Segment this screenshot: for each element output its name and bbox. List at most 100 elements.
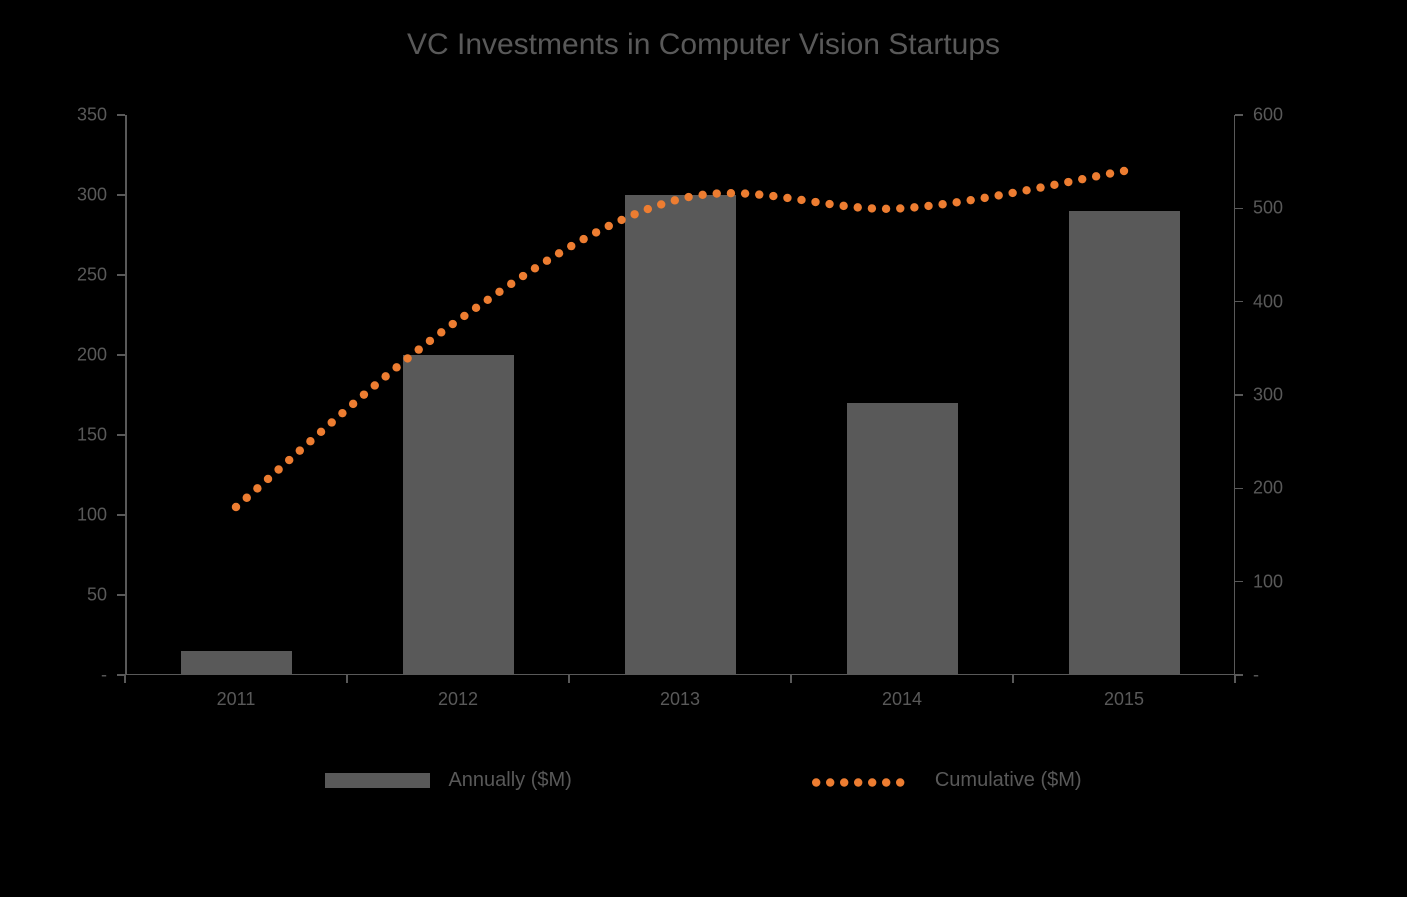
legend-label-bar: Annually ($M) (448, 769, 571, 792)
bar (847, 403, 958, 675)
x-axis-tick (1012, 675, 1014, 683)
trend-dot (437, 328, 445, 336)
right-axis-tick (1235, 394, 1243, 396)
right-axis-tick (1235, 208, 1243, 210)
trend-dot (371, 381, 379, 389)
right-axis-label: 400 (1253, 291, 1373, 312)
trend-dot (882, 205, 890, 213)
trend-dot (1008, 189, 1016, 197)
trend-dot (592, 228, 600, 236)
left-axis-tick (117, 114, 125, 116)
left-axis-label: 50 (27, 585, 107, 606)
legend-item-bar: Annually ($M) (325, 769, 571, 792)
legend-swatch-line (812, 773, 917, 788)
trend-dot (783, 194, 791, 202)
trend-dot (360, 390, 368, 398)
trend-dot (415, 345, 423, 353)
left-axis-tick (117, 274, 125, 276)
legend-label-line: Cumulative ($M) (935, 769, 1082, 792)
trend-dot (769, 192, 777, 200)
bar (1069, 211, 1180, 675)
left-axis-label: - (27, 665, 107, 686)
trend-dot (484, 296, 492, 304)
legend-swatch-bar (325, 773, 430, 788)
right-axis-label: 300 (1253, 385, 1373, 406)
trend-dot (567, 242, 575, 250)
left-axis-label: 350 (27, 105, 107, 126)
trend-dot (1022, 186, 1030, 194)
left-axis-label: 300 (27, 185, 107, 206)
trend-dot (243, 494, 251, 502)
left-axis-line (125, 115, 127, 675)
bar (625, 195, 736, 675)
right-axis-label: 100 (1253, 571, 1373, 592)
left-axis-label: 250 (27, 265, 107, 286)
right-axis-tick (1235, 301, 1243, 303)
trend-dot (910, 203, 918, 211)
trend-dot (306, 437, 314, 445)
right-axis-tick (1235, 488, 1243, 490)
trend-dot (924, 202, 932, 210)
trend-dot (296, 446, 304, 454)
trend-dot (938, 200, 946, 208)
left-axis-tick (117, 354, 125, 356)
trend-dot (285, 456, 293, 464)
trend-dot (966, 196, 974, 204)
trend-dot (755, 190, 763, 198)
trend-dot (460, 312, 468, 320)
trend-dot (868, 204, 876, 212)
legend: Annually ($M) Cumulative ($M) (0, 750, 1407, 810)
right-axis-tick (1235, 581, 1243, 583)
trend-dot (328, 418, 336, 426)
x-axis-tick (1234, 675, 1236, 683)
left-axis-label: 150 (27, 425, 107, 446)
right-axis-label: - (1253, 665, 1373, 686)
chart-container: VC Investments in Computer Vision Startu… (0, 0, 1407, 897)
right-axis-label: 500 (1253, 198, 1373, 219)
category-label: 2013 (660, 689, 700, 710)
chart-title: VC Investments in Computer Vision Startu… (0, 28, 1407, 62)
trend-dot (426, 337, 434, 345)
trend-dot (264, 475, 272, 483)
trend-dot (519, 272, 527, 280)
trend-dot (994, 191, 1002, 199)
trend-dot (507, 280, 515, 288)
category-label: 2015 (1104, 689, 1144, 710)
trend-dot (472, 304, 480, 312)
category-label: 2014 (882, 689, 922, 710)
legend-line-svg (812, 775, 917, 790)
trend-dot (811, 198, 819, 206)
trend-dot (1106, 169, 1114, 177)
right-axis-label: 600 (1253, 105, 1373, 126)
x-axis-tick (346, 675, 348, 683)
right-axis-tick (1235, 674, 1243, 676)
trend-dot (349, 400, 357, 408)
trend-dot (1120, 167, 1128, 175)
trend-dot (555, 249, 563, 257)
trend-dot (449, 320, 457, 328)
left-axis-tick (117, 194, 125, 196)
plot-area: -50100150200250300350-100200300400500600… (125, 115, 1235, 675)
trend-dot (797, 196, 805, 204)
left-axis-label: 200 (27, 345, 107, 366)
trend-dot (741, 189, 749, 197)
trend-dot (952, 198, 960, 206)
trend-dot (980, 194, 988, 202)
trend-dot (531, 264, 539, 272)
trend-dot (543, 257, 551, 265)
x-axis-tick (124, 675, 126, 683)
category-label: 2012 (438, 689, 478, 710)
left-axis-tick (117, 594, 125, 596)
trend-dot (1078, 175, 1086, 183)
trend-dot (1092, 172, 1100, 180)
trend-dot (839, 202, 847, 210)
trend-dot (317, 428, 325, 436)
trend-dot (253, 484, 261, 492)
left-axis-tick (117, 434, 125, 436)
trend-dot (579, 235, 587, 243)
bar (181, 651, 292, 675)
trend-dot (392, 363, 400, 371)
x-axis-tick (790, 675, 792, 683)
right-axis-tick (1235, 114, 1243, 116)
x-axis-tick (568, 675, 570, 683)
